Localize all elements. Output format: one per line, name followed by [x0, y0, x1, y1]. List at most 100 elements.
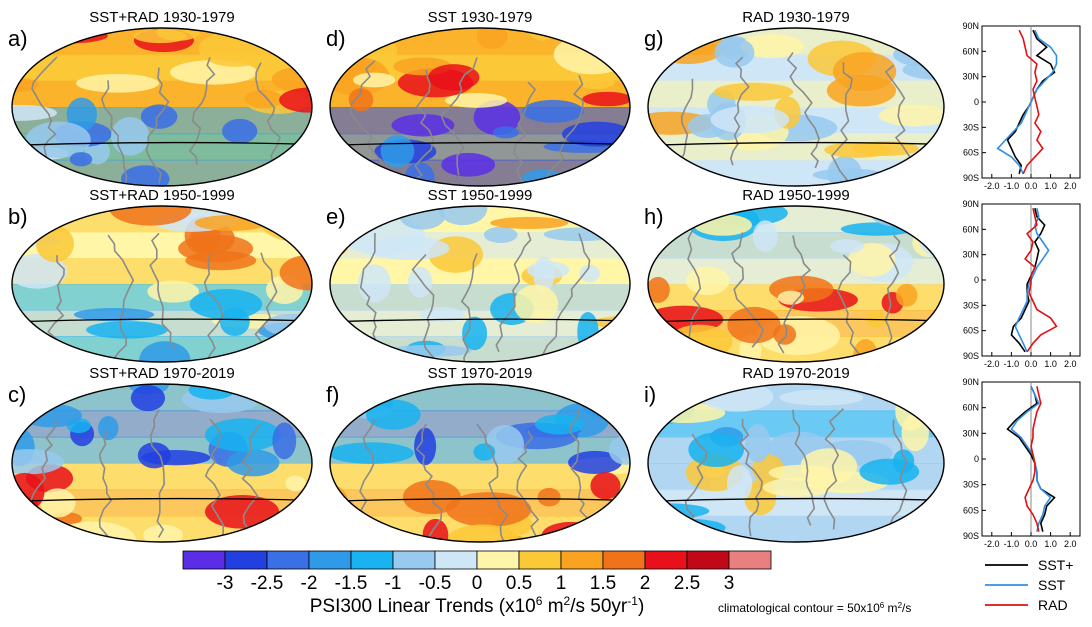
colorbar-swatch: [644, 550, 688, 570]
panel-title: SST+RAD 1970-2019: [89, 365, 235, 382]
map-anomaly: [726, 465, 753, 502]
colorbar-tick-label: -2.5: [251, 573, 284, 594]
colorbar-tick-label: 0.5: [506, 573, 532, 594]
colorbar-title: PSI300 Linear Trends (x106 m2/s 50yr-1): [310, 594, 645, 617]
y-tick-label: 0: [974, 275, 979, 285]
map-anomaly: [473, 100, 521, 136]
x-tick-label: 1.0: [1044, 539, 1057, 549]
map-anomaly: [582, 393, 623, 418]
colorbar-title-part: /s 50yr: [570, 596, 628, 617]
colorbar-title-part: 2: [564, 594, 571, 608]
profile-panel-3: 90N 60N 30N 0 30S 60S 90S -2.0 -1.0 0.0 1.0 2.0: [962, 377, 1081, 549]
colorbar-swatch: [434, 550, 478, 570]
contour-note: climatological contour = 50x106 m2/s: [718, 601, 911, 616]
map-anomaly: [918, 221, 944, 259]
map-anomaly: [12, 104, 57, 121]
map-anomaly: [263, 313, 312, 337]
coastline: [476, 423, 509, 542]
map-outline: [11, 205, 313, 363]
coastline: [188, 57, 216, 165]
coastline: [889, 419, 908, 541]
x-tick-label: 0.0: [1025, 359, 1038, 369]
map-anomaly: [139, 341, 191, 362]
map-field: [12, 206, 312, 362]
coastline: [792, 409, 816, 526]
map-panel-9: RAD 1970-2019 i): [644, 365, 945, 543]
coastline: [731, 232, 764, 348]
y-tick-label: 30N: [962, 72, 979, 82]
map-anomaly: [244, 89, 283, 109]
map-anomaly: [590, 472, 621, 500]
climatological-contour: [12, 497, 312, 502]
map-anomaly: [824, 142, 892, 158]
colorbar-swatch: [686, 550, 730, 570]
climatological-contour: [330, 141, 630, 146]
colorbar-title-part: PSI300 Linear Trends (x10: [310, 596, 536, 617]
coastline: [98, 430, 113, 542]
map-anomaly: [745, 424, 771, 463]
colorbar-tick-label: 2: [640, 573, 651, 594]
profile-series-sst: [996, 29, 1058, 175]
coastline: [100, 80, 142, 186]
map-panel-6: RAD 1950-1999 h): [644, 187, 945, 363]
contour-note-part: climatological contour = 50x10: [718, 601, 880, 615]
map-anomaly: [895, 391, 927, 431]
x-tick-label: 1.0: [1044, 181, 1057, 191]
map-anomaly: [20, 403, 82, 428]
x-tick-label: -1.0: [1004, 181, 1020, 191]
map-anomaly: [189, 288, 263, 320]
profile-panel-1: 90N 60N 30N 0 30S 60S 90S -2.0 -1.0 0.0 1.0 2.0: [962, 21, 1081, 191]
map-anomaly: [188, 384, 236, 400]
coastline: [831, 62, 853, 182]
legend-label: RAD: [1038, 597, 1068, 613]
map-anomaly: [13, 524, 51, 542]
x-tick-label: 0.0: [1025, 181, 1038, 191]
map-anomaly: [205, 494, 280, 529]
contour-note-part: 2: [898, 601, 903, 610]
colorbar-swatch: [728, 550, 772, 570]
panel-label: h): [644, 204, 664, 229]
map-anomaly: [896, 283, 918, 307]
colorbar-swatch: [224, 550, 268, 570]
map-anomaly: [141, 449, 211, 466]
map-anomaly: [492, 126, 520, 139]
map-outline: [647, 205, 945, 363]
map-anomaly: [779, 389, 864, 406]
coastline: [31, 56, 58, 165]
map-anomaly: [272, 422, 297, 460]
map-anomaly: [414, 427, 437, 466]
map-panel-8: SST 1970-2019 f): [326, 365, 631, 543]
map-field: [330, 206, 630, 362]
x-tick-label: 2.0: [1064, 539, 1077, 549]
y-tick-label: 90S: [963, 531, 979, 541]
map-anomaly: [657, 519, 726, 537]
map-anomaly: [579, 264, 600, 283]
map-anomaly: [762, 477, 834, 498]
climatological-contour: [330, 318, 630, 323]
map-anomaly: [446, 492, 532, 527]
map-anomaly: [653, 174, 730, 186]
map-anomaly: [893, 42, 944, 67]
colorbar-title-part: ): [638, 596, 644, 617]
coastline: [738, 418, 763, 537]
x-tick-label: -2.0: [984, 359, 1000, 369]
colorbar-swatch: [602, 550, 646, 570]
map-anomaly: [279, 87, 312, 113]
colorbar-tick-label: 1: [556, 573, 567, 594]
map-anomaly: [462, 316, 488, 351]
coastline: [440, 57, 478, 176]
coastline: [729, 56, 750, 166]
panel-title: SST 1930-1979: [428, 9, 533, 26]
map-anomaly: [483, 226, 518, 243]
map-anomaly: [330, 226, 350, 255]
map-anomaly: [428, 64, 480, 91]
climatological-contour: [12, 141, 312, 146]
colorbar-tick-label: -3: [217, 573, 234, 594]
map-anomaly: [710, 105, 790, 134]
map-anomaly: [830, 239, 865, 254]
y-tick-label: 60S: [963, 148, 979, 158]
y-tick-label: 90N: [962, 377, 979, 387]
contour-note-part: /s: [902, 601, 911, 615]
map-anomaly: [133, 29, 187, 44]
y-tick-label: 30S: [963, 122, 979, 132]
